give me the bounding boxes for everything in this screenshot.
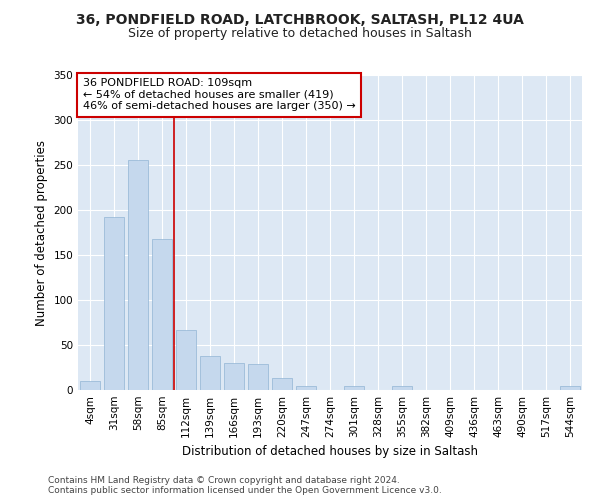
- Bar: [296, 386, 316, 390]
- Bar: [224, 363, 244, 390]
- Text: Contains HM Land Registry data © Crown copyright and database right 2024.
Contai: Contains HM Land Registry data © Crown c…: [48, 476, 442, 495]
- Text: Size of property relative to detached houses in Saltash: Size of property relative to detached ho…: [128, 28, 472, 40]
- Bar: [104, 217, 124, 390]
- Bar: [128, 160, 148, 390]
- Text: 36 PONDFIELD ROAD: 109sqm
← 54% of detached houses are smaller (419)
46% of semi: 36 PONDFIELD ROAD: 109sqm ← 54% of detac…: [83, 78, 356, 112]
- Bar: [392, 386, 412, 390]
- Bar: [560, 386, 580, 390]
- Bar: [176, 330, 196, 390]
- X-axis label: Distribution of detached houses by size in Saltash: Distribution of detached houses by size …: [182, 446, 478, 458]
- Text: 36, PONDFIELD ROAD, LATCHBROOK, SALTASH, PL12 4UA: 36, PONDFIELD ROAD, LATCHBROOK, SALTASH,…: [76, 12, 524, 26]
- Bar: [152, 239, 172, 390]
- Bar: [80, 381, 100, 390]
- Bar: [344, 386, 364, 390]
- Bar: [200, 356, 220, 390]
- Bar: [272, 378, 292, 390]
- Bar: [248, 364, 268, 390]
- Y-axis label: Number of detached properties: Number of detached properties: [35, 140, 48, 326]
